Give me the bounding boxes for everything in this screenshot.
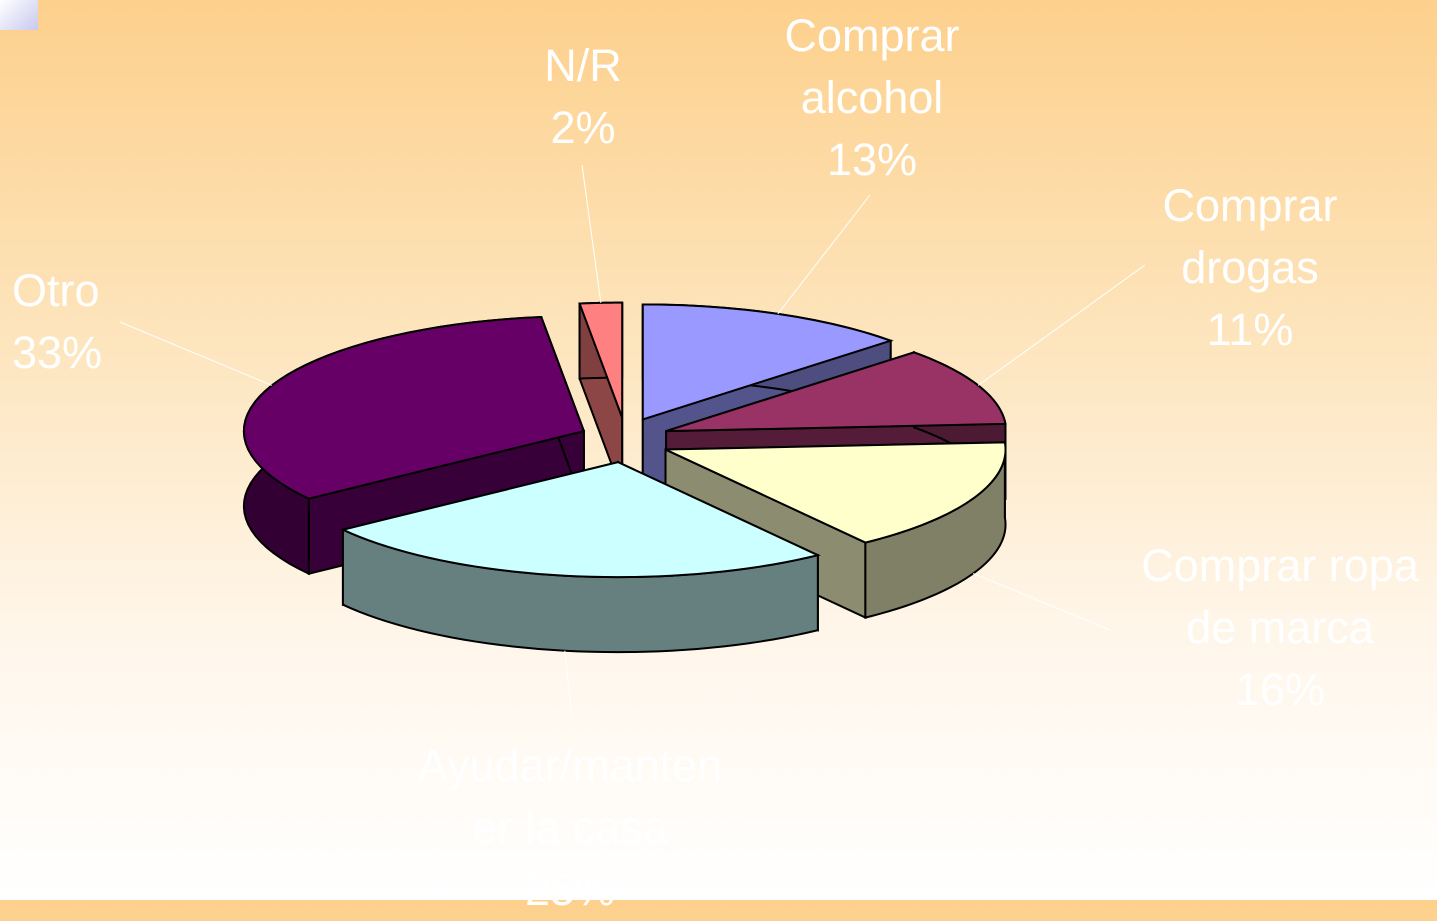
label-value: 2% (550, 102, 616, 153)
chart (119, 164, 1146, 721)
slice-top (641, 303, 894, 421)
data-label: Otro 33% (12, 260, 122, 384)
slice-top (339, 461, 821, 579)
label-value: 25% (524, 864, 616, 915)
label-category: Otro (12, 265, 100, 316)
data-label: Ayudar/mantener la casa 25% (410, 735, 730, 921)
label-value: 13% (826, 134, 918, 185)
leader-line (564, 650, 573, 721)
label-category: Ayudar/mantener la casa (417, 740, 723, 853)
slice-top (665, 441, 1007, 544)
label-value: 16% (1234, 664, 1326, 715)
label-value: 11% (1206, 304, 1294, 355)
label-category: Comprar ropa de marca (1141, 540, 1419, 653)
leader-line (581, 164, 602, 303)
data-label: Comprar drogas 11% (1120, 175, 1380, 361)
data-label: Comprar ropa de marca 16% (1110, 535, 1437, 721)
slice (578, 301, 624, 493)
slide: {"chart_data": {"type": "pie3d", "catego… (0, 0, 1437, 900)
leader-line (777, 194, 871, 315)
slice-top (665, 351, 1007, 433)
data-label: N/R 2% (523, 35, 643, 159)
leader-line (119, 321, 273, 386)
corner-mark (0, 0, 38, 30)
slice-top (242, 315, 586, 500)
label-category: Comprar drogas (1162, 180, 1338, 293)
label-value: 33% (12, 327, 103, 378)
leader-line (977, 264, 1146, 386)
data-label: Comprar alcohol 13% (732, 5, 1012, 191)
label-category: Comprar alcohol (784, 10, 960, 123)
label-category: N/R (544, 40, 622, 91)
leader-line (972, 573, 1111, 631)
slice (339, 460, 821, 654)
